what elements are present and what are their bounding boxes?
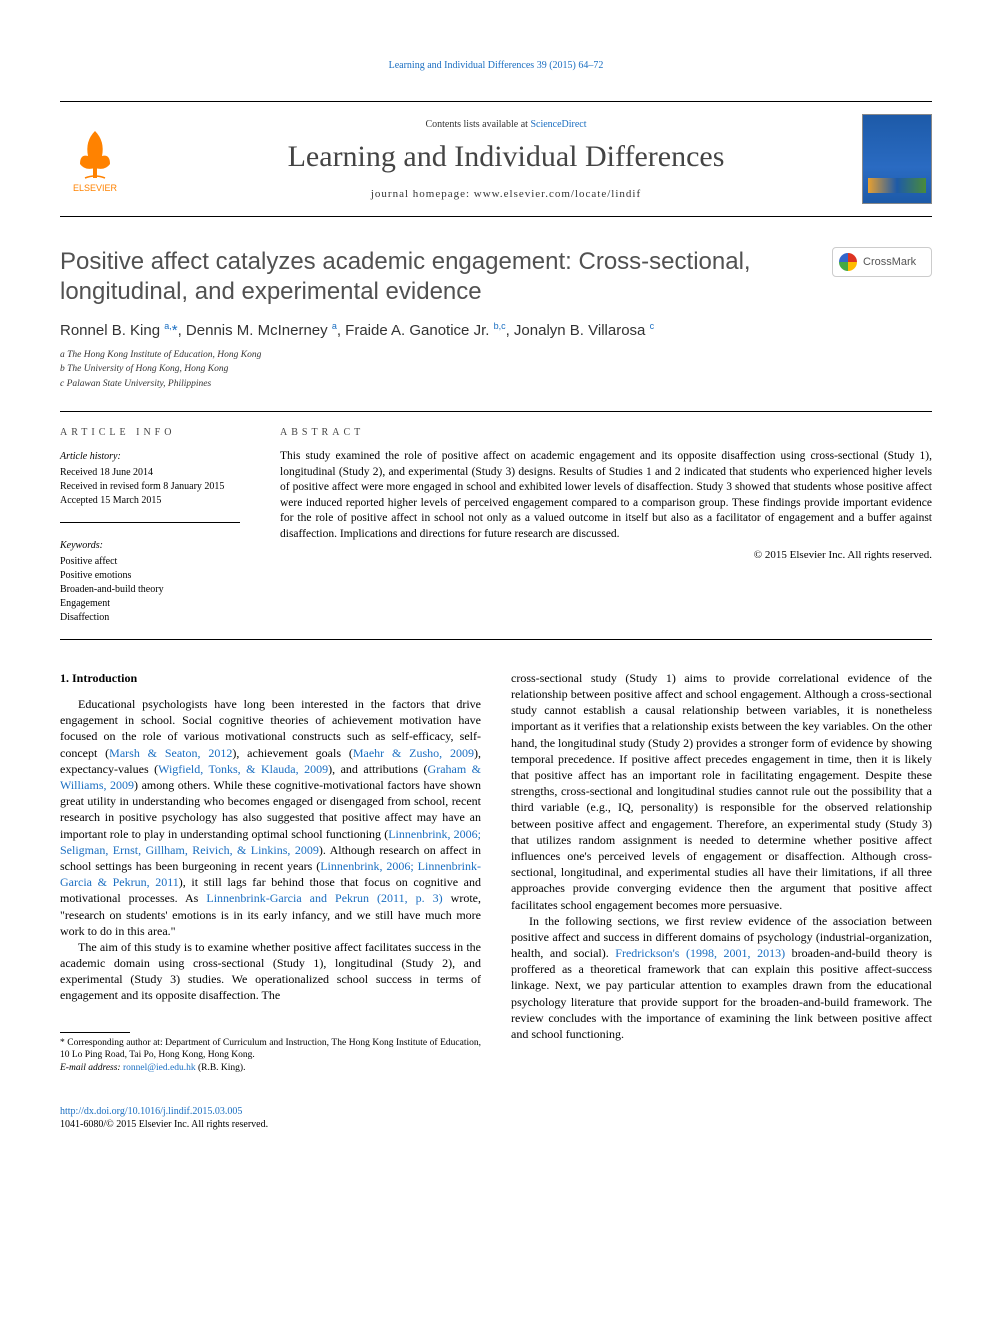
abstract-copyright: © 2015 Elsevier Inc. All rights reserved…: [280, 548, 932, 563]
publisher-name: ELSEVIER: [73, 183, 117, 193]
author-list: Ronnel B. King a,*, Dennis M. McInerney …: [60, 321, 932, 339]
abstract-column: ABSTRACT This study examined the role of…: [260, 426, 932, 625]
keyword: Positive emotions: [60, 569, 240, 583]
article-info-heading: ARTICLE INFO: [60, 426, 240, 440]
citation-link[interactable]: Learning and Individual Differences 39 (…: [389, 60, 604, 71]
history-label: Article history:: [60, 450, 240, 464]
affiliation: b The University of Hong Kong, Hong Kong: [60, 363, 932, 376]
doi-block: http://dx.doi.org/10.1016/j.lindif.2015.…: [60, 1105, 932, 1131]
issn-copyright: 1041-6080/© 2015 Elsevier Inc. All right…: [60, 1119, 268, 1130]
corresponding-author-text: * Corresponding author at: Department of…: [60, 1037, 481, 1063]
section-heading: 1. Introduction: [60, 670, 481, 686]
email-link[interactable]: ronnel@ied.edu.hk: [123, 1063, 196, 1073]
affiliations-block: a The Hong Kong Institute of Education, …: [60, 349, 932, 391]
journal-homepage: journal homepage: www.elsevier.com/locat…: [150, 188, 862, 200]
sciencedirect-link[interactable]: ScienceDirect: [530, 119, 586, 130]
article-body: 1. Introduction Educational psychologist…: [60, 670, 932, 1075]
doi-link[interactable]: http://dx.doi.org/10.1016/j.lindif.2015.…: [60, 1106, 242, 1117]
publisher-logo: ELSEVIER: [60, 119, 130, 199]
body-paragraph: The aim of this study is to examine whet…: [60, 939, 481, 1004]
affiliation: c Palawan State University, Philippines: [60, 378, 932, 391]
elsevier-tree-icon: [70, 126, 120, 181]
journal-masthead: ELSEVIER Contents lists available at Sci…: [60, 101, 932, 217]
journal-name: Learning and Individual Differences: [150, 140, 862, 174]
keyword: Disaffection: [60, 611, 240, 625]
email-line: E-mail address: ronnel@ied.edu.hk (R.B. …: [60, 1062, 481, 1075]
corresponding-author-footnote: * Corresponding author at: Department of…: [60, 1024, 481, 1075]
crossmark-label: CrossMark: [863, 256, 916, 268]
keywords-label: Keywords:: [60, 539, 240, 553]
affiliation: a The Hong Kong Institute of Education, …: [60, 349, 932, 362]
email-suffix: (R.B. King).: [196, 1063, 246, 1073]
keyword: Positive affect: [60, 555, 240, 569]
keyword: Engagement: [60, 597, 240, 611]
history-line: Received in revised form 8 January 2015: [60, 480, 240, 494]
contents-prefix: Contents lists available at: [425, 119, 530, 130]
keyword: Broaden-and-build theory: [60, 583, 240, 597]
journal-cover-thumbnail: [862, 114, 932, 204]
body-paragraph: Educational psychologists have long been…: [60, 696, 481, 939]
abstract-text: This study examined the role of positive…: [280, 449, 932, 542]
history-line: Received 18 June 2014: [60, 466, 240, 480]
citation-link[interactable]: Maehr & Zusho, 2009: [353, 746, 474, 760]
citation-link[interactable]: Marsh & Seaton, 2012: [109, 746, 232, 760]
citation-link[interactable]: Wigfield, Tonks, & Klauda, 2009: [158, 762, 328, 776]
body-paragraph: In the following sections, we first revi…: [511, 913, 932, 1043]
citation-link[interactable]: Linnenbrink-Garcia and Pekrun (2011, p. …: [206, 891, 442, 905]
article-title: Positive affect catalyzes academic engag…: [60, 247, 812, 307]
article-info-column: ARTICLE INFO Article history: Received 1…: [60, 426, 260, 625]
crossmark-icon: [839, 253, 857, 271]
history-line: Accepted 15 March 2015: [60, 494, 240, 508]
body-paragraph: cross-sectional study (Study 1) aims to …: [511, 670, 932, 913]
abstract-heading: ABSTRACT: [280, 426, 932, 440]
crossmark-badge[interactable]: CrossMark: [832, 247, 932, 277]
email-label: E-mail address:: [60, 1063, 123, 1073]
contents-line: Contents lists available at ScienceDirec…: [150, 119, 862, 130]
citation-link[interactable]: Fredrickson's (1998, 2001, 2013): [615, 946, 785, 960]
running-header: Learning and Individual Differences 39 (…: [60, 60, 932, 71]
journal-info-block: Contents lists available at ScienceDirec…: [150, 119, 862, 200]
